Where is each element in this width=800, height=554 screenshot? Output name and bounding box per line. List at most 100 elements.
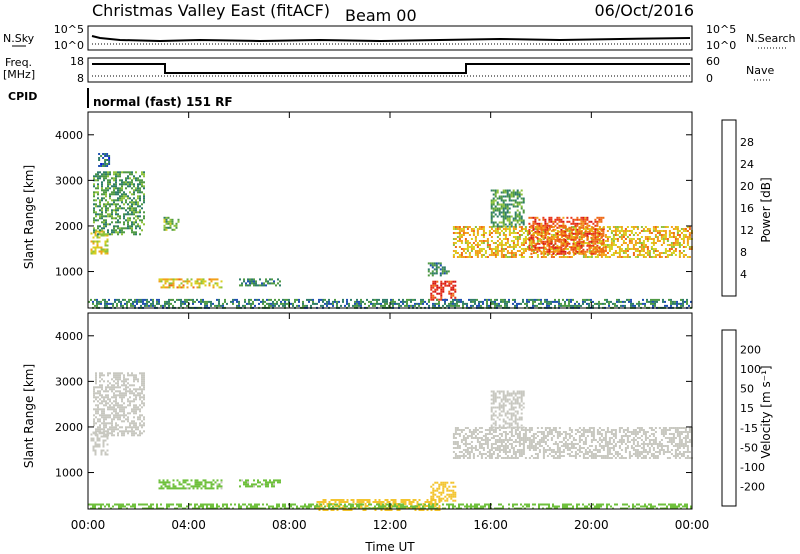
power-cell <box>642 250 645 252</box>
power-cell <box>572 240 575 242</box>
velocity-cell <box>143 416 145 419</box>
power-cell <box>125 219 127 222</box>
power-cell <box>390 302 392 305</box>
power-cell <box>622 250 625 252</box>
velocity-cell <box>115 394 117 397</box>
power-cell <box>186 298 188 301</box>
power-cell <box>674 240 677 242</box>
power-cell <box>428 304 430 307</box>
power-cell <box>480 226 483 228</box>
power-cell <box>588 252 591 254</box>
power-cell <box>456 236 459 238</box>
velocity-cell <box>556 455 559 457</box>
power-cell <box>350 298 352 301</box>
power-cell <box>169 224 172 227</box>
power-cell <box>572 236 575 238</box>
velocity-cell <box>95 432 97 435</box>
velocity-cell <box>556 433 559 435</box>
power-cell <box>546 302 548 305</box>
velocity-cell <box>115 378 117 381</box>
power-cell <box>106 234 109 237</box>
power-cell <box>560 242 563 245</box>
power-cell <box>243 280 245 283</box>
velocity-cell <box>105 400 107 403</box>
velocity-cell <box>432 491 435 494</box>
power-cell <box>600 216 603 219</box>
power-cell <box>586 228 589 230</box>
power-cell <box>166 300 168 303</box>
power-cell <box>546 304 548 307</box>
power-cell <box>510 256 513 258</box>
power-cell <box>113 199 115 202</box>
power-cell <box>478 248 481 250</box>
velocity-cell <box>135 388 137 391</box>
power-cell <box>432 290 435 293</box>
power-cell <box>540 222 543 225</box>
power-cell <box>510 221 513 224</box>
power-cell <box>438 302 440 305</box>
velocity-cell <box>520 453 523 455</box>
power-cell <box>486 302 488 305</box>
power-cell <box>454 302 456 305</box>
velocity-cell <box>263 483 265 486</box>
power-cell <box>476 254 479 256</box>
power-cell <box>133 223 135 226</box>
power-cell <box>536 246 539 249</box>
power-cell <box>546 228 549 231</box>
velocity-cell <box>598 433 601 435</box>
power-cell <box>582 242 585 245</box>
power-cell <box>598 216 601 219</box>
power-cell <box>97 173 99 176</box>
power-cell <box>447 270 450 273</box>
power-cell <box>544 226 547 229</box>
power-cell <box>433 272 436 275</box>
power-cell <box>107 185 109 188</box>
power-cell <box>684 300 686 303</box>
power-cell <box>578 240 581 243</box>
power-cell <box>564 302 566 305</box>
velocity-cell <box>104 451 107 454</box>
power-cell <box>554 250 557 253</box>
velocity-cell <box>133 434 135 437</box>
velocity-cell <box>642 457 645 459</box>
power-cell <box>518 213 521 216</box>
velocity-cell <box>492 429 495 431</box>
velocity-cell <box>604 433 607 435</box>
velocity-cell <box>139 392 141 395</box>
power-cell <box>460 242 463 244</box>
power-cell <box>446 280 449 283</box>
power-cell <box>137 189 139 192</box>
power-cell <box>612 302 614 305</box>
power-cell <box>119 197 121 200</box>
power-cell <box>439 274 442 277</box>
velocity-cell <box>269 481 271 484</box>
power-cell <box>103 173 105 176</box>
power-cell <box>590 298 592 301</box>
power-cell <box>128 300 130 303</box>
velocity-cell <box>462 455 465 457</box>
power-cell <box>478 228 481 230</box>
power-cell <box>452 288 455 291</box>
power-cell <box>454 242 457 244</box>
power-cell <box>182 302 184 305</box>
velocity-cell <box>534 443 537 445</box>
power-cell <box>496 223 499 226</box>
power-cell <box>496 298 498 301</box>
velocity-cell <box>143 394 145 397</box>
power-cell <box>606 246 609 248</box>
velocity-cell <box>259 481 261 484</box>
power-cell <box>516 215 519 218</box>
power-cell <box>127 203 129 206</box>
power-cell <box>642 298 644 301</box>
velocity-cell <box>642 441 645 443</box>
power-cell <box>360 302 362 305</box>
power-cell <box>524 230 527 232</box>
power-cell <box>107 183 109 186</box>
power-cell <box>480 228 483 230</box>
velocity-cell <box>245 481 247 484</box>
noise-left-tick-top: 10^5 <box>54 23 84 36</box>
velocity-cell <box>566 439 569 441</box>
power-cell <box>135 215 137 218</box>
power-cell <box>598 242 601 244</box>
velocity-cell <box>462 453 465 455</box>
